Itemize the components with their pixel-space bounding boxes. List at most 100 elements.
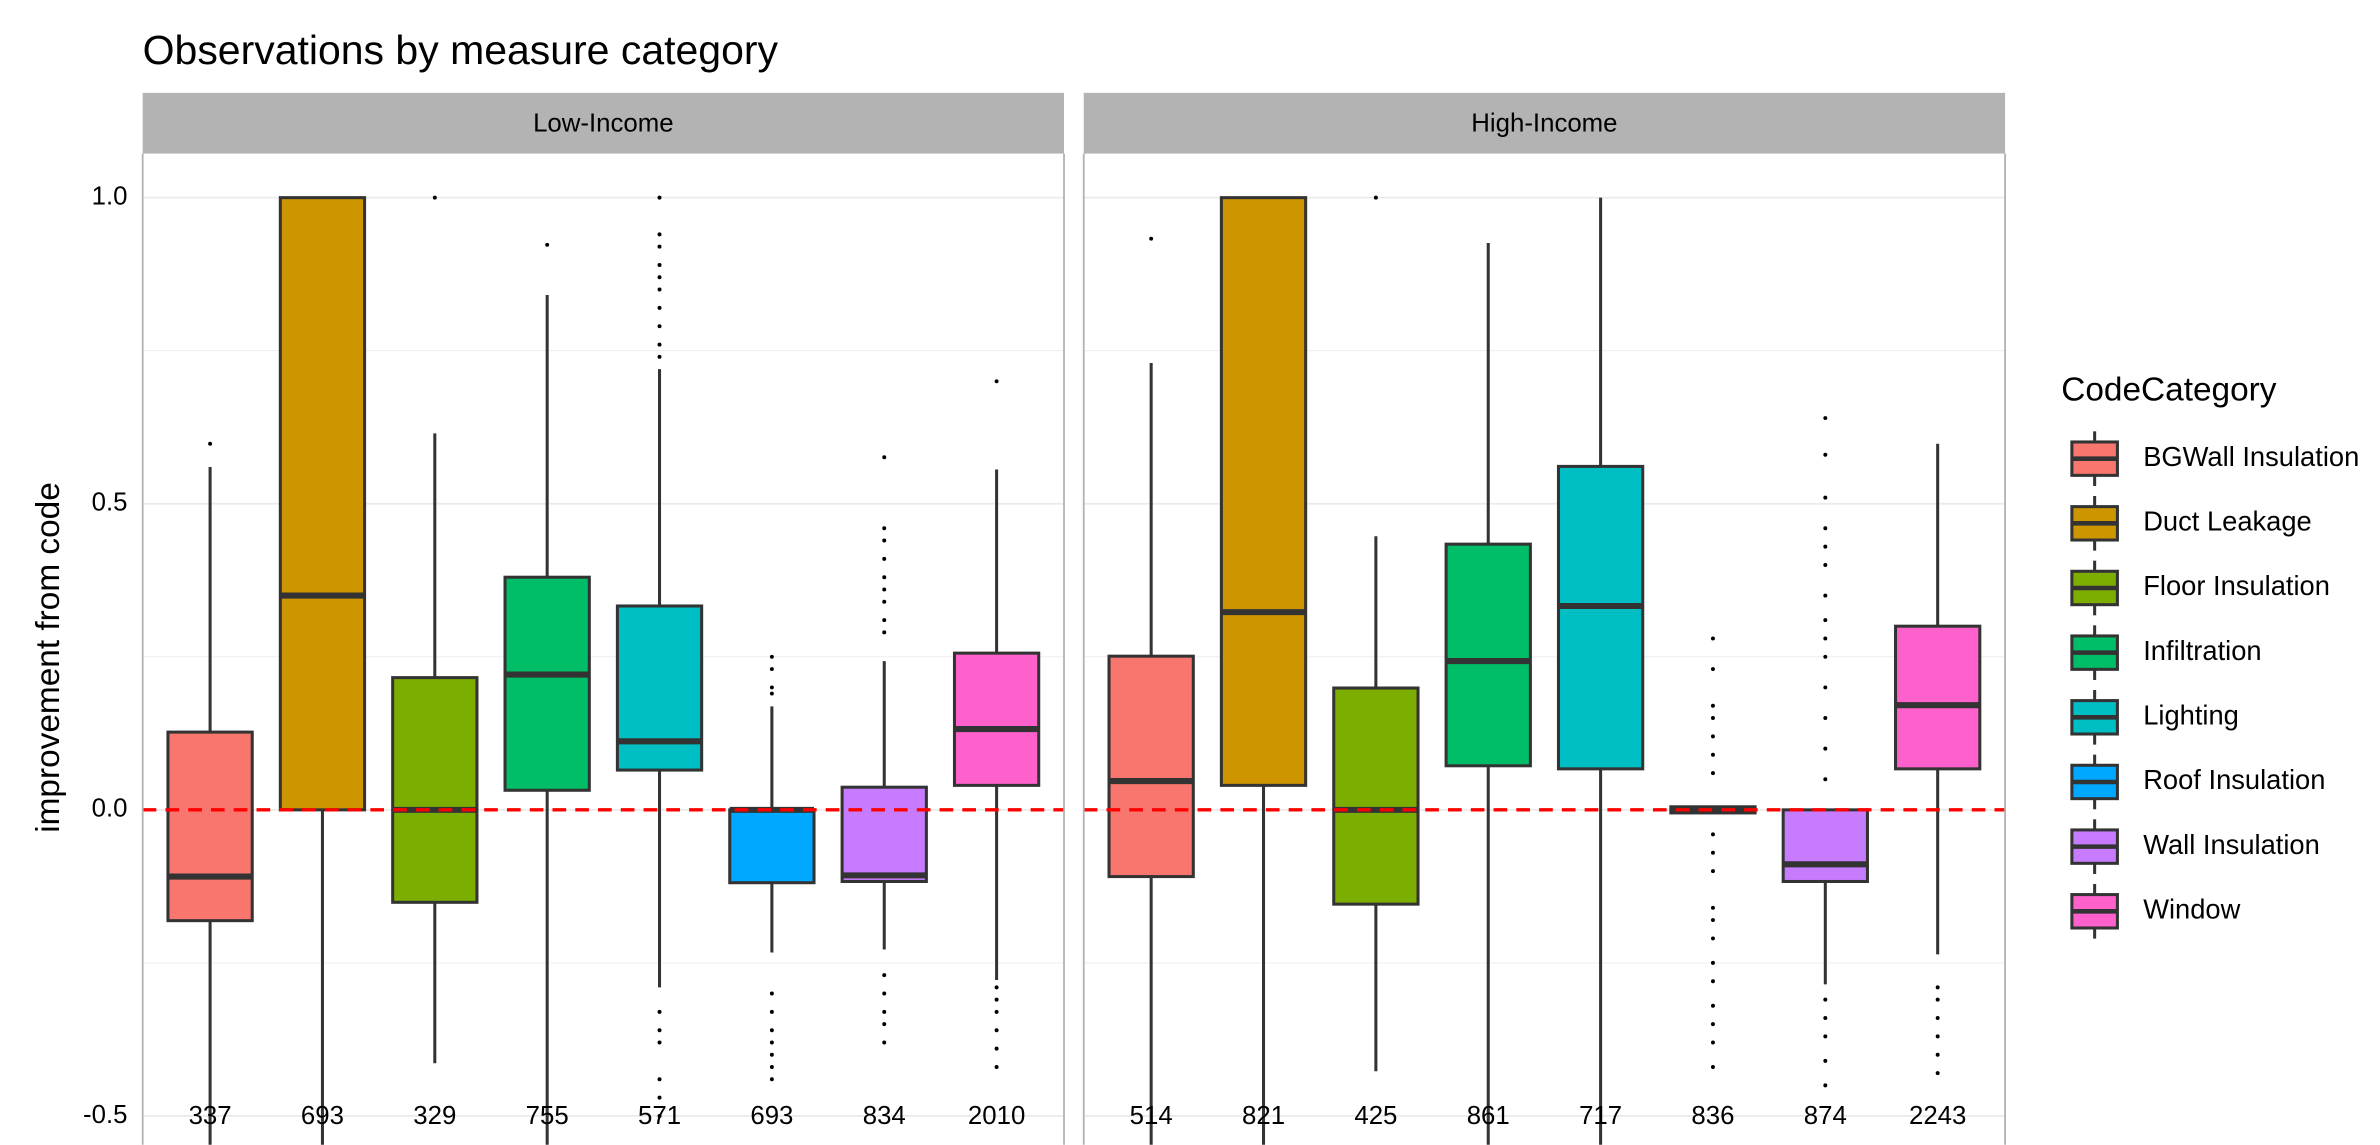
box: [840, 785, 928, 884]
box: [278, 196, 367, 812]
box: [391, 676, 479, 904]
outlier: [1710, 636, 1715, 641]
outlier: [769, 1040, 774, 1045]
outlier: [1823, 654, 1828, 659]
outlier: [882, 455, 887, 460]
count-label: 836: [1691, 1102, 1734, 1130]
strip: [142, 92, 1065, 154]
outlier: [657, 1028, 662, 1033]
legend-label: Infiltration: [2143, 635, 2261, 666]
outlier: [1935, 997, 1940, 1002]
chart-title: Observations by measure category: [143, 27, 779, 73]
box: [166, 730, 254, 923]
outlier: [1823, 416, 1828, 421]
outlier: [657, 324, 662, 329]
strip-label: High-Income: [1471, 110, 1617, 138]
outlier: [1710, 936, 1715, 941]
outlier: [657, 305, 662, 310]
outlier: [994, 997, 999, 1002]
y-axis-label: improvement from code: [30, 482, 67, 833]
outlier: [769, 691, 774, 696]
outlier: [1823, 452, 1828, 457]
count-label: 874: [1804, 1102, 1847, 1130]
outlier: [769, 667, 774, 672]
outlier: [769, 1052, 774, 1057]
count-label: 571: [638, 1102, 681, 1130]
outlier: [769, 685, 774, 690]
outlier: [432, 195, 437, 200]
box: [503, 575, 591, 792]
box: [952, 651, 1041, 787]
box: [1894, 624, 1982, 771]
legend-label: Window: [2143, 894, 2240, 925]
outlier: [657, 1077, 662, 1082]
outlier: [1710, 832, 1715, 837]
outlier: [1710, 667, 1715, 672]
outlier: [1823, 526, 1828, 531]
outlier: [1710, 716, 1715, 720]
count-label: 717: [1579, 1102, 1622, 1130]
count-label: 693: [301, 1102, 344, 1130]
outlier: [1823, 593, 1828, 598]
outlier: [657, 1095, 662, 1100]
outlier: [1935, 1071, 1940, 1076]
count-label: 514: [1130, 1102, 1173, 1130]
outlier: [1823, 1083, 1828, 1088]
count-label: 425: [1354, 1102, 1397, 1130]
outlier: [882, 1040, 887, 1045]
outlier: [882, 538, 887, 543]
outlier: [994, 1028, 999, 1033]
count-label: 834: [863, 1102, 906, 1130]
box: [1107, 654, 1195, 879]
outlier: [882, 1009, 887, 1014]
outlier: [657, 354, 662, 359]
box: [1556, 464, 1645, 771]
outlier: [769, 654, 774, 659]
outlier: [1710, 960, 1715, 965]
outlier: [994, 1009, 999, 1014]
y-tick-label: 1.0: [92, 182, 128, 210]
outlier: [1710, 1003, 1715, 1008]
outlier: [1710, 905, 1715, 910]
outlier: [769, 1028, 774, 1033]
outlier: [1710, 703, 1715, 708]
outlier: [545, 242, 550, 247]
outlier: [1710, 850, 1715, 855]
outlier: [882, 1022, 887, 1027]
outlier: [1823, 544, 1828, 549]
outlier: [1710, 1022, 1715, 1027]
box: [615, 604, 704, 772]
outlier: [1823, 685, 1828, 690]
outlier: [1935, 1034, 1940, 1039]
box: [1444, 542, 1532, 768]
outlier: [1710, 734, 1715, 739]
panel: 514 821 425 861 717 836 874 2243: [1083, 195, 2006, 1145]
outlier: [1823, 1034, 1828, 1039]
box: [728, 808, 816, 885]
outlier: [1710, 979, 1715, 984]
outlier: [1823, 1016, 1828, 1020]
outlier: [1710, 1040, 1715, 1045]
outlier: [769, 1077, 774, 1082]
legend-label: Floor Insulation: [2143, 570, 2330, 601]
box: [1781, 808, 1869, 884]
count-label: 2010: [968, 1102, 1025, 1130]
outlier: [994, 1065, 999, 1069]
outlier: [1935, 1016, 1940, 1020]
outlier: [1823, 777, 1828, 782]
outlier: [657, 244, 662, 249]
count-label: 337: [189, 1102, 232, 1130]
outlier: [882, 575, 887, 580]
outlier: [769, 991, 774, 996]
outlier: [657, 287, 662, 292]
outlier: [882, 991, 887, 996]
outlier: [882, 526, 887, 531]
legend-label: Lighting: [2143, 700, 2239, 731]
y-tick-label: 0.0: [92, 795, 128, 823]
outlier: [1823, 495, 1828, 500]
outlier: [208, 441, 213, 446]
outlier: [1935, 985, 1940, 990]
box: [1219, 196, 1308, 787]
